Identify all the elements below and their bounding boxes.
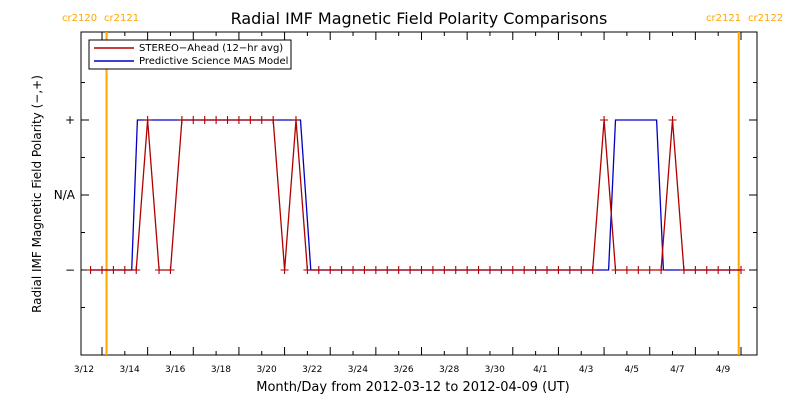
data-point-stereo (702, 266, 711, 274)
x-tick-label: 3/20 (256, 365, 276, 375)
rotation-label-left: cr2121 (706, 13, 741, 24)
data-point-stereo (360, 266, 369, 274)
data-point-stereo (246, 116, 255, 124)
data-point-stereo (98, 266, 106, 274)
x-tick-label: 4/7 (670, 365, 684, 375)
x-tick-label: 3/12 (74, 365, 94, 375)
data-point-stereo (109, 266, 118, 274)
data-point-stereo (417, 266, 426, 274)
data-point-stereo (634, 266, 643, 274)
data-point-stereo (383, 266, 392, 274)
legend-label-stereo: STEREO−Ahead (12−hr avg) (139, 43, 283, 54)
rotation-label-right: cr2122 (748, 13, 783, 24)
data-point-stereo (326, 266, 335, 274)
data-point-stereo (600, 116, 609, 124)
data-point-stereo (691, 266, 700, 274)
series-line-mas (90, 119, 741, 271)
data-point-stereo (86, 266, 95, 274)
data-point-stereo (132, 266, 141, 274)
data-point-stereo (485, 266, 494, 274)
data-point-stereo (474, 266, 483, 274)
data-point-stereo (212, 116, 221, 124)
data-point-stereo (200, 116, 209, 124)
legend-box (88, 39, 292, 70)
x-tick-label: 3/30 (485, 365, 505, 375)
data-point-stereo (531, 266, 540, 274)
data-point-stereo (314, 266, 323, 274)
data-point-stereo (668, 116, 677, 124)
data-point-stereo (588, 266, 597, 274)
plot-frame (80, 31, 758, 356)
x-tick-label: 3/18 (211, 365, 231, 375)
series-line-stereo (90, 119, 741, 271)
data-point-stereo (155, 266, 164, 274)
data-point-stereo (349, 266, 358, 274)
x-tick-label: 3/24 (348, 365, 368, 375)
data-point-stereo (497, 266, 506, 274)
data-point-stereo (657, 266, 666, 274)
data-point-stereo (257, 116, 266, 124)
rotation-label-left: cr2120 (62, 13, 97, 24)
data-point-stereo (394, 266, 403, 274)
rotation-label-right: cr2121 (104, 13, 139, 24)
x-axis-label: Month/Day from 2012-03-12 to 2012-04-09 … (256, 380, 569, 395)
data-point-stereo (451, 266, 460, 274)
y-tick-label: N/A (54, 188, 76, 202)
data-point-stereo (645, 266, 654, 274)
data-point-stereo (714, 266, 723, 274)
data-point-stereo (428, 266, 437, 274)
data-point-stereo (120, 266, 129, 274)
x-tick-label: 4/3 (579, 365, 593, 375)
y-tick-label: + (65, 113, 75, 127)
data-point-stereo (554, 266, 563, 274)
data-point-stereo (543, 266, 552, 274)
y-axis-label: Radial IMF Magnetic Field Polarity (−,+) (30, 75, 44, 313)
data-point-stereo (508, 266, 517, 274)
data-point-stereo (280, 266, 289, 274)
data-point-stereo (565, 266, 574, 274)
data-point-stereo (725, 266, 734, 274)
data-point-stereo (269, 116, 278, 124)
data-point-stereo (611, 266, 620, 274)
data-point-stereo (406, 266, 415, 274)
x-tick-label: 3/16 (165, 365, 185, 375)
x-tick-label: 3/28 (439, 365, 459, 375)
data-point-stereo (440, 266, 449, 274)
x-tick-label: 3/14 (120, 365, 140, 375)
x-tick-label: 3/22 (302, 365, 322, 375)
x-tick-label: 4/9 (716, 365, 731, 375)
data-point-stereo (143, 116, 152, 124)
y-axis-ticks: + N/A − (54, 82, 757, 308)
data-point-stereo (177, 116, 186, 124)
legend-label-mas: Predictive Science MAS Model (139, 56, 288, 67)
data-point-stereo (337, 266, 346, 274)
x-tick-label: 4/5 (624, 365, 638, 375)
data-point-stereo (189, 116, 198, 124)
data-point-stereo (166, 266, 175, 274)
rotation-markers: cr2120 cr2121 cr2121 cr2122 (62, 13, 783, 355)
data-point-stereo (679, 266, 688, 274)
data-point-stereo (737, 266, 745, 274)
x-tick-label: 4/1 (533, 365, 547, 375)
chart-title: Radial IMF Magnetic Field Polarity Compa… (231, 9, 608, 28)
x-tick-label: 3/26 (393, 365, 413, 375)
data-point-stereo (291, 116, 300, 124)
data-point-stereo (223, 116, 232, 124)
data-point-stereo (303, 266, 312, 274)
data-point-stereo (577, 266, 586, 274)
y-tick-label: − (65, 263, 75, 277)
data-point-stereo (622, 266, 631, 274)
data-point-stereo (371, 266, 380, 274)
data-point-stereo (463, 266, 472, 274)
series-layer (86, 116, 745, 274)
x-axis-ticks: 3/12 3/14 3/16 3/18 3/20 3/22 3/24 3/26 3/28 3/30… (74, 32, 742, 375)
data-point-stereo (234, 116, 243, 124)
data-point-stereo (520, 266, 529, 274)
legend: STEREO−Ahead (12−hr avg) Predictive Scie… (88, 39, 292, 70)
